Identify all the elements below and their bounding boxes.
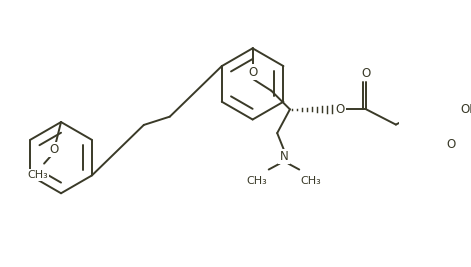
Text: CH₃: CH₃ [300,175,322,186]
Text: OH: OH [461,103,471,116]
Text: CH₃: CH₃ [246,175,267,186]
Text: O: O [49,143,59,156]
Text: O: O [248,65,257,78]
Text: CH₃: CH₃ [27,170,48,180]
Text: N: N [280,150,288,163]
Text: O: O [362,67,371,80]
Text: O: O [447,139,455,151]
Text: O: O [335,103,345,116]
